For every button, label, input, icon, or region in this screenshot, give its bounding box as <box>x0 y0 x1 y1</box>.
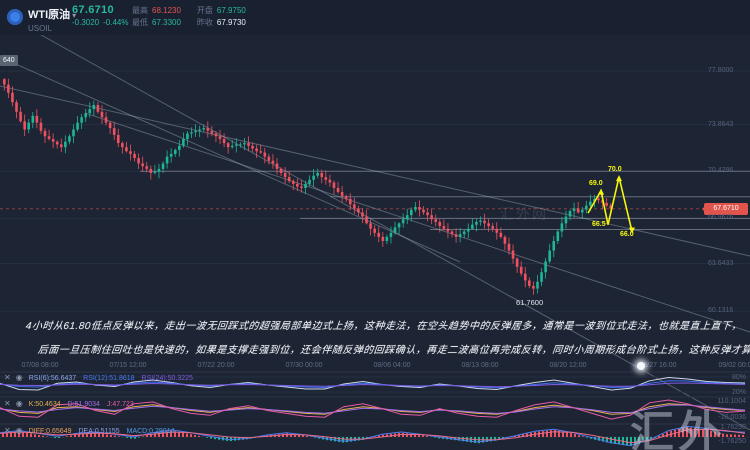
price-tick-label: 73.8643 <box>708 120 734 128</box>
instrument-symbol: USOIL <box>28 24 53 33</box>
last-price: 67.6710 <box>72 4 114 16</box>
low-point-label: 61.7600 <box>516 298 544 307</box>
price-tick-label: 66.9676 <box>708 214 734 222</box>
instrument-selector[interactable]: WTI原油 ▾ USOIL <box>28 5 76 33</box>
projection-price-label: 69.0 <box>589 180 603 187</box>
header: WTI原油 ▾ USOIL 67.6710 -0.3020 -0.44% 最高 68.… <box>0 0 750 35</box>
time-tick-label: 07/15 12:00 <box>109 362 147 369</box>
instrument-name: WTI原油 <box>28 9 71 21</box>
price-tick-label: 77.8000 <box>708 67 734 74</box>
analysis-note-line2: 后面一旦压制住回吐也是快速的，如果是支撑走强到位，还会伴随反弹的回踩确认，再走二… <box>37 345 750 356</box>
trendlines[interactable] <box>0 11 750 431</box>
price-block: 67.6710 -0.3020 -0.44% <box>72 4 133 27</box>
indicator-value-label: DEA:0.51155 <box>78 428 120 435</box>
rsi-indicator-row: ✕ ◉ RSI(6):56.6437 RSI(12):51.8618 RSI(24):5… <box>4 373 200 382</box>
close-indicator-icon[interactable]: ✕ <box>4 399 11 408</box>
indicator-line <box>0 382 746 388</box>
projection-price-label: 66.5 <box>592 221 606 228</box>
indicator-value-label: RSI(24):50.3225 <box>141 375 193 382</box>
time-tick-label: 07/22 20:00 <box>197 362 235 369</box>
indicator-value-label: K:50.4634 <box>28 401 61 408</box>
indicator-value-label: D:51.9034 <box>67 401 100 408</box>
indicator-line <box>0 425 746 447</box>
macd-indicator-row: ✕ ◉ DIFF:0.65649 DEA:0.51155 MACD:0.29014 <box>4 426 181 435</box>
rsi_ticks-label: 20% <box>731 389 746 396</box>
toggle-visibility-icon[interactable]: ◉ <box>15 399 23 408</box>
change-percent: -0.44% <box>103 18 129 27</box>
kdj-indicator-row: ✕ ◉ K:50.4634 D:51.9034 J:47.723 <box>4 399 141 408</box>
projection-drawing[interactable] <box>587 175 635 234</box>
macd_ticks-label: -1.76250 <box>718 438 746 445</box>
time-tick-label: 08/20 12:00 <box>549 362 587 369</box>
rsi_ticks-label: 80% <box>731 374 746 381</box>
close-indicator-icon[interactable]: ✕ <box>4 373 11 382</box>
projection-price-label: 66.0 <box>620 231 634 238</box>
instrument-logo-icon <box>7 9 23 25</box>
price-tick-label: 60.1316 <box>708 307 734 315</box>
kdj_ticks-label: 110.1004 <box>717 398 746 405</box>
current-price-badge: 67.6710 <box>702 203 748 215</box>
stat-开盘: 开盘 67.9750 <box>196 6 246 15</box>
drawing-anchor-dot[interactable] <box>637 362 645 370</box>
ohlc-stats: 最高 68.1230 最低 67.3300 开盘 67.9750 昨收 67.9730 <box>132 5 246 29</box>
time-tick-label: 08/13 08:00 <box>461 362 499 369</box>
stat-最高: 最高 68.1230 <box>132 6 181 15</box>
close-indicator-icon[interactable]: ✕ <box>4 426 11 435</box>
change-value: -0.3020 <box>72 18 100 27</box>
kdj_ticks-label: -10.0036 <box>718 414 746 421</box>
macd_ticks-label: 1.76250 <box>720 424 746 431</box>
indicator-line <box>0 428 746 444</box>
indicator-value-label: MACD:0.29014 <box>126 428 175 435</box>
price-tick-label: 63.6433 <box>708 259 734 267</box>
stat-最低: 最低 67.3300 <box>132 18 181 27</box>
analysis-note-line1: 4小时从61.80低点反弹以来，走出一波无回踩式的超强局部单边式上扬，这种走法，… <box>25 321 743 332</box>
time-tick-label: 07/30 00:00 <box>285 362 323 369</box>
time-tick-label: 07/08 08:00 <box>21 362 59 369</box>
indicator-value-label: RSI(12):51.8618 <box>83 375 135 382</box>
indicator-line <box>0 399 746 420</box>
candlesticks <box>3 78 613 295</box>
projection-price-label: 70.0 <box>608 166 622 173</box>
price-gridlines <box>0 70 750 312</box>
left-axis-badge: 640 <box>0 55 18 66</box>
toggle-visibility-icon[interactable]: ◉ <box>15 426 23 435</box>
time-tick-label: 08/27 16:00 <box>639 362 677 369</box>
time-tick-label: 08/06 04:00 <box>373 362 411 369</box>
price-change: -0.3020 -0.44% <box>72 18 133 27</box>
indicator-value-label: RSI(6):56.6437 <box>28 375 77 382</box>
time-tick-label: 09/02 00:00 <box>718 362 750 369</box>
stat-昨收: 昨收 67.9730 <box>196 18 246 27</box>
price-tick-label: 70.4296 <box>708 167 734 175</box>
indicator-value-label: J:47.723 <box>106 401 134 408</box>
indicator-value-label: DIFF:0.65649 <box>28 428 72 435</box>
chevron-down-icon: ▾ <box>72 11 77 20</box>
toggle-visibility-icon[interactable]: ◉ <box>15 373 23 382</box>
